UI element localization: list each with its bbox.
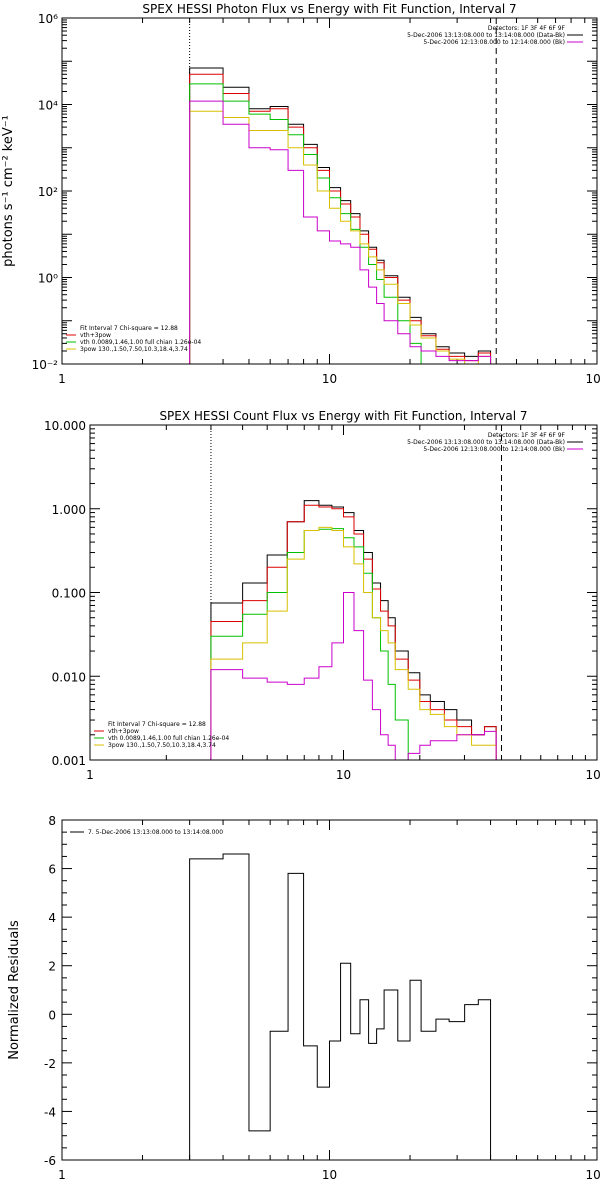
y-tick-label: 1.000 [52, 503, 86, 517]
legend-right-text: 5-Dec-2006 13:13:08.000 to 13:14:08.000 … [407, 439, 565, 446]
x-tick-label: 100 [586, 372, 600, 386]
series-group [189, 853, 492, 1160]
y-tick-label: 2 [48, 960, 56, 974]
y-tick-label: 0.010 [52, 670, 86, 684]
y-tick-label: 0 [48, 1008, 56, 1022]
y-tick-label: 10⁰ [38, 272, 58, 286]
plot-frame [61, 819, 598, 1161]
x-tick-label: 100 [586, 768, 600, 782]
chart-panel-2: SPEX HESSI Count Flux vs Energy with Fit… [44, 409, 600, 782]
y-axis-label: Normalized Residuals [7, 920, 22, 1060]
legend-right-text: 5-Dec-2006 12:13:08.000 to 12:14:08.000 … [423, 446, 565, 453]
legend-left-text: vth+3pow [80, 332, 111, 339]
series-bkg [189, 100, 492, 364]
legend-right-text: Detectors: 1F 3F 4F 6F 9F [488, 25, 566, 32]
y-tick-label: 4 [48, 911, 56, 925]
x-tick-label: 1 [58, 372, 66, 386]
series-7-5-dec-2006-13-13-08-000-to-13-14-08-000 [189, 853, 492, 1160]
x-tick-label: 10 [336, 768, 351, 782]
series-3pow [189, 110, 492, 364]
y-tick-label: 0.001 [52, 754, 86, 768]
y-tick-label: 10² [38, 185, 58, 199]
legend-left-text: vth 0.0089,1.46,1.00 full chian 1.26e-04 [108, 735, 229, 742]
y-tick-label: 6 [48, 863, 56, 877]
y-tick-label: -6 [44, 1154, 56, 1168]
x-tick-label: 10 [322, 1168, 337, 1182]
series-data [189, 67, 492, 364]
series-3pow [210, 526, 497, 760]
y-axis-label: photons s⁻¹ cm⁻² keV⁻¹ [1, 115, 16, 267]
chart-title: SPEX HESSI Count Flux vs Energy with Fit… [159, 409, 527, 423]
x-tick-label: 1 [58, 1168, 66, 1182]
legend-right-text: Detectors: 1F 3F 4F 6F 9F [488, 432, 566, 439]
series-vth-3pow [210, 504, 497, 760]
y-tick-label: 0.100 [52, 587, 86, 601]
y-tick-label: 10⁻² [32, 358, 59, 372]
legend-left-text: vth 0.0089,1.46,1.00 full chian 1.26e-04 [80, 339, 201, 346]
series-vth [210, 528, 421, 760]
series-vth [189, 83, 437, 364]
y-tick-label: 10⁴ [38, 99, 58, 113]
series-vth-3pow [189, 73, 492, 364]
x-tick-label: 10 [322, 372, 337, 386]
y-tick-label: 10.000 [44, 419, 86, 433]
series-group [189, 67, 492, 364]
plot-frame [89, 424, 598, 761]
series-group [210, 500, 497, 760]
x-tick-label: 100 [586, 1168, 600, 1182]
y-tick-label: -4 [44, 1105, 56, 1119]
chart-panel-3: 1 10 100 -6 -4 -2 0 2 4 6 8 Normalized Residuals 7. … [7, 814, 600, 1182]
legend-right-text: 5-Dec-2006 12:13:08.000 to 12:14:08.000 … [423, 39, 565, 46]
x-tick-label: 1 [86, 768, 94, 782]
legend-right-text: 5-Dec-2006 13:13:08.000 to 13:14:08.000 … [407, 32, 565, 39]
legend-left-text: 3pow 130.,1.50,7.50,10.3,18.4,3.74 [80, 346, 188, 353]
legend-left-text: Fit Interval 7 Chi-square = 12.88 [108, 721, 206, 728]
series-bkg [210, 592, 497, 760]
chart-title: SPEX HESSI Photon Flux vs Energy with Fi… [142, 2, 516, 16]
legend-left-text: Fit Interval 7 Chi-square = 12.88 [80, 325, 178, 332]
legend-left-text: vth+3pow [108, 728, 139, 735]
chart-panel-1: SPEX HESSI Photon Flux vs Energy with Fi… [1, 2, 600, 386]
y-tick-label: 10⁶ [38, 12, 58, 26]
legend-left-text: 3pow 130.,1.50,7.50,10.3,18.4,3.74 [108, 742, 216, 749]
legend-left-text: 7. 5-Dec-2006 13:13:08.000 to 13:14:08.0… [88, 829, 223, 836]
y-tick-label: 8 [48, 814, 56, 828]
plot-frame [61, 17, 598, 365]
y-tick-label: -2 [44, 1057, 56, 1071]
